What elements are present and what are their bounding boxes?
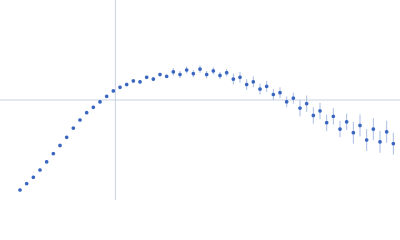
- data-point: [71, 126, 76, 130]
- data-point: [244, 82, 249, 87]
- data-point: [44, 160, 49, 164]
- data-point: [364, 138, 369, 142]
- data-point: [344, 120, 349, 124]
- data-point: [238, 75, 242, 80]
- data-point: [64, 135, 69, 140]
- data-point: [198, 67, 202, 71]
- data-point: [184, 68, 189, 72]
- data-point: [158, 72, 162, 77]
- data-point: [278, 90, 282, 95]
- data-point: [271, 92, 276, 97]
- data-point: [24, 181, 29, 186]
- data-point: [304, 101, 309, 106]
- data-point: [324, 120, 329, 125]
- data-point: [258, 87, 262, 91]
- data-point: [351, 130, 356, 135]
- data-point: [104, 94, 109, 99]
- data-point: [384, 130, 389, 134]
- data-point: [98, 100, 102, 104]
- data-point: [31, 175, 36, 180]
- data-point: [298, 106, 302, 110]
- data-point: [151, 77, 156, 81]
- chart: [0, 0, 400, 200]
- data-point: [338, 127, 342, 131]
- data-point: [204, 72, 209, 77]
- data-point: [391, 141, 396, 146]
- data-point: [171, 70, 176, 74]
- data-point: [144, 75, 149, 80]
- data-point: [51, 151, 56, 156]
- data-point: [371, 127, 376, 131]
- data-point: [378, 140, 382, 144]
- data-point: [178, 72, 182, 77]
- data-point: [124, 82, 129, 87]
- data-point: [18, 188, 22, 192]
- data-point: [311, 113, 316, 118]
- data-point: [164, 74, 169, 79]
- data-point: [318, 109, 322, 113]
- data-point: [218, 73, 222, 78]
- data-point: [138, 80, 142, 84]
- data-point: [78, 118, 82, 122]
- data-point: [224, 70, 229, 75]
- data-point: [284, 100, 289, 104]
- data-point: [38, 168, 42, 172]
- data-point: [111, 89, 116, 93]
- data-point: [331, 114, 336, 119]
- data-point: [264, 84, 269, 89]
- data-point: [291, 96, 296, 100]
- data-point: [231, 77, 236, 81]
- data-point: [58, 143, 62, 148]
- data-point: [84, 110, 89, 115]
- data-point: [91, 105, 96, 110]
- data-point: [251, 80, 256, 84]
- data-point: [358, 123, 362, 128]
- data-point: [118, 85, 122, 90]
- data-point: [211, 69, 216, 73]
- data-point: [191, 71, 196, 76]
- data-point: [131, 79, 136, 83]
